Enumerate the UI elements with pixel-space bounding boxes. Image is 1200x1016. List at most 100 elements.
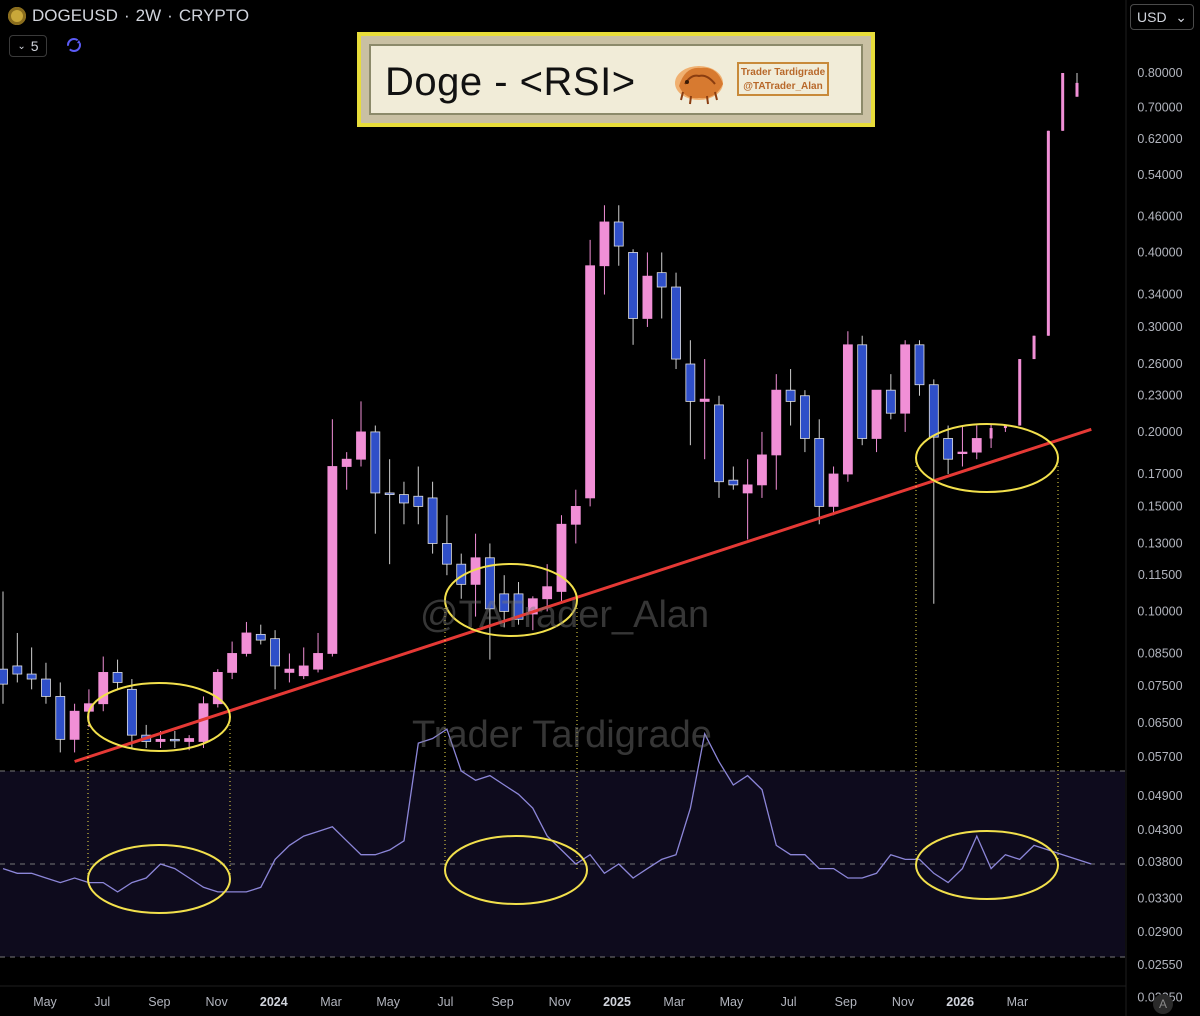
trendline bbox=[74, 427, 1092, 763]
candle bbox=[184, 738, 195, 742]
candle bbox=[585, 265, 596, 499]
candle bbox=[255, 633, 266, 641]
auto-scale-button[interactable]: A bbox=[1153, 994, 1173, 1014]
currency-select[interactable]: USD ⌄ bbox=[1130, 4, 1194, 30]
candle bbox=[12, 665, 23, 675]
symbol-header[interactable]: DOGEUSD · 2W · CRYPTO bbox=[8, 6, 249, 26]
time-tick-label: May bbox=[33, 995, 57, 1009]
time-tick-label: Jul bbox=[437, 995, 453, 1009]
candle bbox=[384, 492, 395, 495]
candle bbox=[26, 673, 37, 680]
candle bbox=[671, 286, 681, 360]
price-tick-label: 0.20000 bbox=[1137, 425, 1182, 439]
candle bbox=[800, 395, 810, 439]
candle bbox=[900, 344, 911, 414]
forecast-candle bbox=[1032, 335, 1036, 360]
chevron-down-icon: ⌄ bbox=[17, 40, 26, 52]
forecast-candle bbox=[1061, 73, 1065, 131]
time-tick-label: 2026 bbox=[946, 995, 974, 1009]
candle bbox=[527, 598, 538, 615]
candle bbox=[284, 668, 295, 673]
price-tick-label: 0.02900 bbox=[1137, 925, 1182, 939]
time-tick-label: 2025 bbox=[603, 995, 631, 1009]
candle bbox=[55, 696, 66, 740]
price-tick-label: 0.04900 bbox=[1137, 789, 1182, 803]
candle bbox=[656, 272, 667, 288]
separator: · bbox=[123, 6, 130, 25]
candle bbox=[757, 454, 767, 486]
brand-name: Trader Tardigrade bbox=[740, 67, 826, 78]
candle bbox=[742, 484, 753, 494]
price-tick-label: 0.10000 bbox=[1137, 604, 1182, 618]
candle bbox=[442, 543, 452, 565]
candle bbox=[785, 389, 796, 402]
candle bbox=[642, 275, 653, 319]
candle bbox=[828, 473, 839, 507]
candle bbox=[914, 344, 925, 386]
brand-badge: Trader Tardigrade @TATrader_Alan bbox=[737, 62, 829, 96]
chevron-down-icon: ⌄ bbox=[1175, 8, 1187, 25]
price-tick-label: 0.15000 bbox=[1137, 499, 1182, 513]
price-tick-label: 0.04300 bbox=[1137, 823, 1182, 837]
candle bbox=[556, 523, 567, 592]
indicators-collapse-button[interactable]: ⌄ 5 bbox=[9, 35, 47, 57]
candle bbox=[341, 458, 352, 467]
candle bbox=[599, 221, 610, 267]
candle bbox=[499, 593, 510, 612]
indicator-count: 5 bbox=[30, 38, 39, 54]
candle bbox=[685, 363, 696, 402]
rsi-ellipse-3 bbox=[915, 830, 1059, 900]
rsi-ellipse-1 bbox=[87, 844, 231, 914]
candle bbox=[943, 438, 954, 460]
symbol-name: DOGEUSD bbox=[32, 6, 118, 25]
price-tick-label: 0.05700 bbox=[1137, 750, 1182, 764]
title-card: Doge - <RSI> Trader Tardigrade @TATrader… bbox=[357, 32, 875, 127]
price-tick-label: 0.34000 bbox=[1137, 288, 1182, 302]
time-tick-label: Mar bbox=[320, 995, 342, 1009]
title-card-inner: Doge - <RSI> Trader Tardigrade @TATrader… bbox=[369, 44, 863, 115]
price-tick-label: 0.03800 bbox=[1137, 855, 1182, 869]
price-tick-label: 0.17000 bbox=[1137, 467, 1182, 481]
price-tick-label: 0.54000 bbox=[1137, 168, 1182, 182]
candle bbox=[41, 678, 51, 697]
forecast-candle bbox=[1046, 130, 1050, 336]
price-tick-label: 0.80000 bbox=[1137, 66, 1182, 80]
time-tick-label: Nov bbox=[205, 995, 228, 1009]
candle bbox=[313, 653, 323, 670]
sync-icon[interactable] bbox=[64, 35, 84, 55]
candle bbox=[399, 494, 409, 504]
time-tick-label: Jul bbox=[781, 995, 797, 1009]
candle bbox=[542, 586, 553, 600]
candle bbox=[728, 479, 739, 486]
price-tick-label: 0.40000 bbox=[1137, 245, 1182, 259]
candle bbox=[714, 404, 724, 483]
price-tick-label: 0.30000 bbox=[1137, 320, 1182, 334]
time-tick-label: Mar bbox=[1007, 995, 1029, 1009]
candle bbox=[699, 398, 710, 402]
time-tick-label: Jul bbox=[94, 995, 110, 1009]
exchange-name: CRYPTO bbox=[178, 6, 250, 25]
candle bbox=[885, 389, 896, 414]
price-tick-label: 0.26000 bbox=[1137, 357, 1182, 371]
candle bbox=[871, 389, 882, 439]
candle bbox=[484, 557, 495, 610]
candle bbox=[771, 389, 782, 456]
dogecoin-logo-icon bbox=[8, 7, 26, 25]
time-tick-label: Mar bbox=[663, 995, 685, 1009]
candle bbox=[628, 252, 638, 319]
candle bbox=[0, 668, 8, 685]
time-tick-label: Sep bbox=[491, 995, 513, 1009]
price-tick-label: 0.07500 bbox=[1137, 679, 1182, 693]
price-tick-label: 0.70000 bbox=[1137, 101, 1182, 115]
candle bbox=[613, 221, 624, 247]
price-tick-label: 0.02550 bbox=[1137, 958, 1182, 972]
candle bbox=[928, 384, 939, 438]
candle bbox=[126, 688, 137, 736]
forecast-candle bbox=[1075, 82, 1079, 97]
time-tick-label: May bbox=[720, 995, 744, 1009]
price-tick-label: 0.03300 bbox=[1137, 891, 1182, 905]
candle bbox=[112, 672, 123, 683]
candle bbox=[957, 451, 968, 455]
price-tick-label: 0.62000 bbox=[1137, 132, 1182, 146]
